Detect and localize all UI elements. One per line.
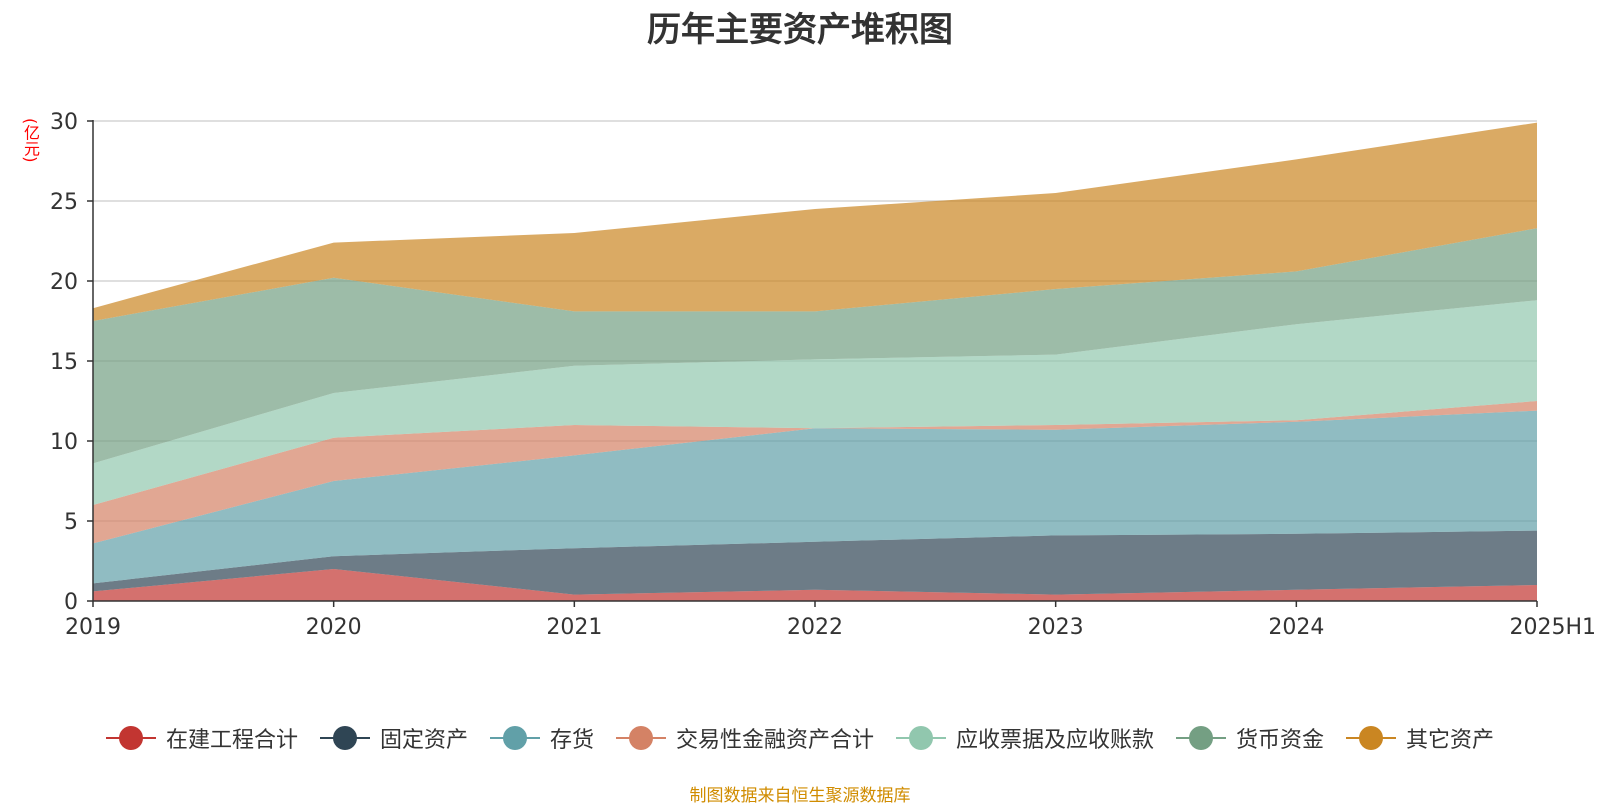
legend-marker-icon [615,726,666,750]
legend-marker-icon [489,726,540,750]
legend-marker-icon [1346,726,1397,750]
area-series[interactable] [93,228,1537,464]
legend-label: 在建工程合计 [165,728,298,753]
area-series-group [93,122,1537,601]
y-axis-unit-label: (亿元) [21,118,40,163]
x-tick-label: 2025H1 [1509,615,1596,640]
legend-label: 其它资产 [1406,728,1495,753]
legend-label: 固定资产 [379,728,468,753]
legend-label: 应收票据及应收账款 [956,728,1155,753]
legend-item[interactable]: 货币资金 [1176,722,1324,754]
y-tick-label: 20 [50,270,78,295]
data-source-note: 制图数据来自恒生聚源数据库 [689,786,911,806]
x-tick-label: 2019 [65,615,121,640]
y-tick-label: 30 [50,110,78,135]
x-tick-label: 2020 [306,615,362,640]
area-series[interactable] [93,569,1537,601]
legend-label: 存货 [549,728,594,753]
legend-label: 交易性金融资产合计 [675,728,874,753]
y-axis-ticks: 0 5 10 15 20 25 30 [50,110,93,615]
area-series[interactable] [93,401,1537,544]
legend-marker-icon [896,726,946,750]
area-series[interactable] [93,530,1537,595]
legend-marker-icon [1176,726,1227,750]
x-tick-label: 2021 [546,615,602,640]
x-axis-ticks: 2019 2020 2021 2022 2023 2024 2025H1 [65,601,1596,640]
legend: 在建工程合计 固定资产 存货 交易性金融资产合计 应收票据及应收账款 货币资金 其它资产 [0,722,1600,754]
x-tick-label: 2022 [787,615,843,640]
y-tick-label: 25 [50,190,78,215]
y-tick-label: 10 [50,430,78,455]
y-tick-label: 0 [64,590,78,615]
legend-item[interactable]: 在建工程合计 [105,722,298,754]
area-series[interactable] [93,122,1537,321]
legend-label: 货币资金 [1236,728,1325,753]
x-tick-label: 2024 [1268,615,1324,640]
area-series[interactable] [93,300,1537,505]
legend-item[interactable]: 其它资产 [1346,722,1494,754]
legend-item[interactable]: 固定资产 [319,722,468,754]
chart-title: 历年主要资产堆积图 [647,10,953,50]
area-series[interactable] [93,410,1537,584]
legend-item[interactable]: 应收票据及应收账款 [896,722,1154,754]
legend-marker-icon [319,726,370,750]
legend-item[interactable]: 交易性金融资产合计 [615,722,874,754]
legend-marker-icon [105,726,156,750]
y-tick-label: 15 [50,350,78,375]
x-tick-label: 2023 [1028,615,1084,640]
legend-item[interactable]: 存货 [489,722,594,754]
y-tick-label: 5 [64,510,78,535]
